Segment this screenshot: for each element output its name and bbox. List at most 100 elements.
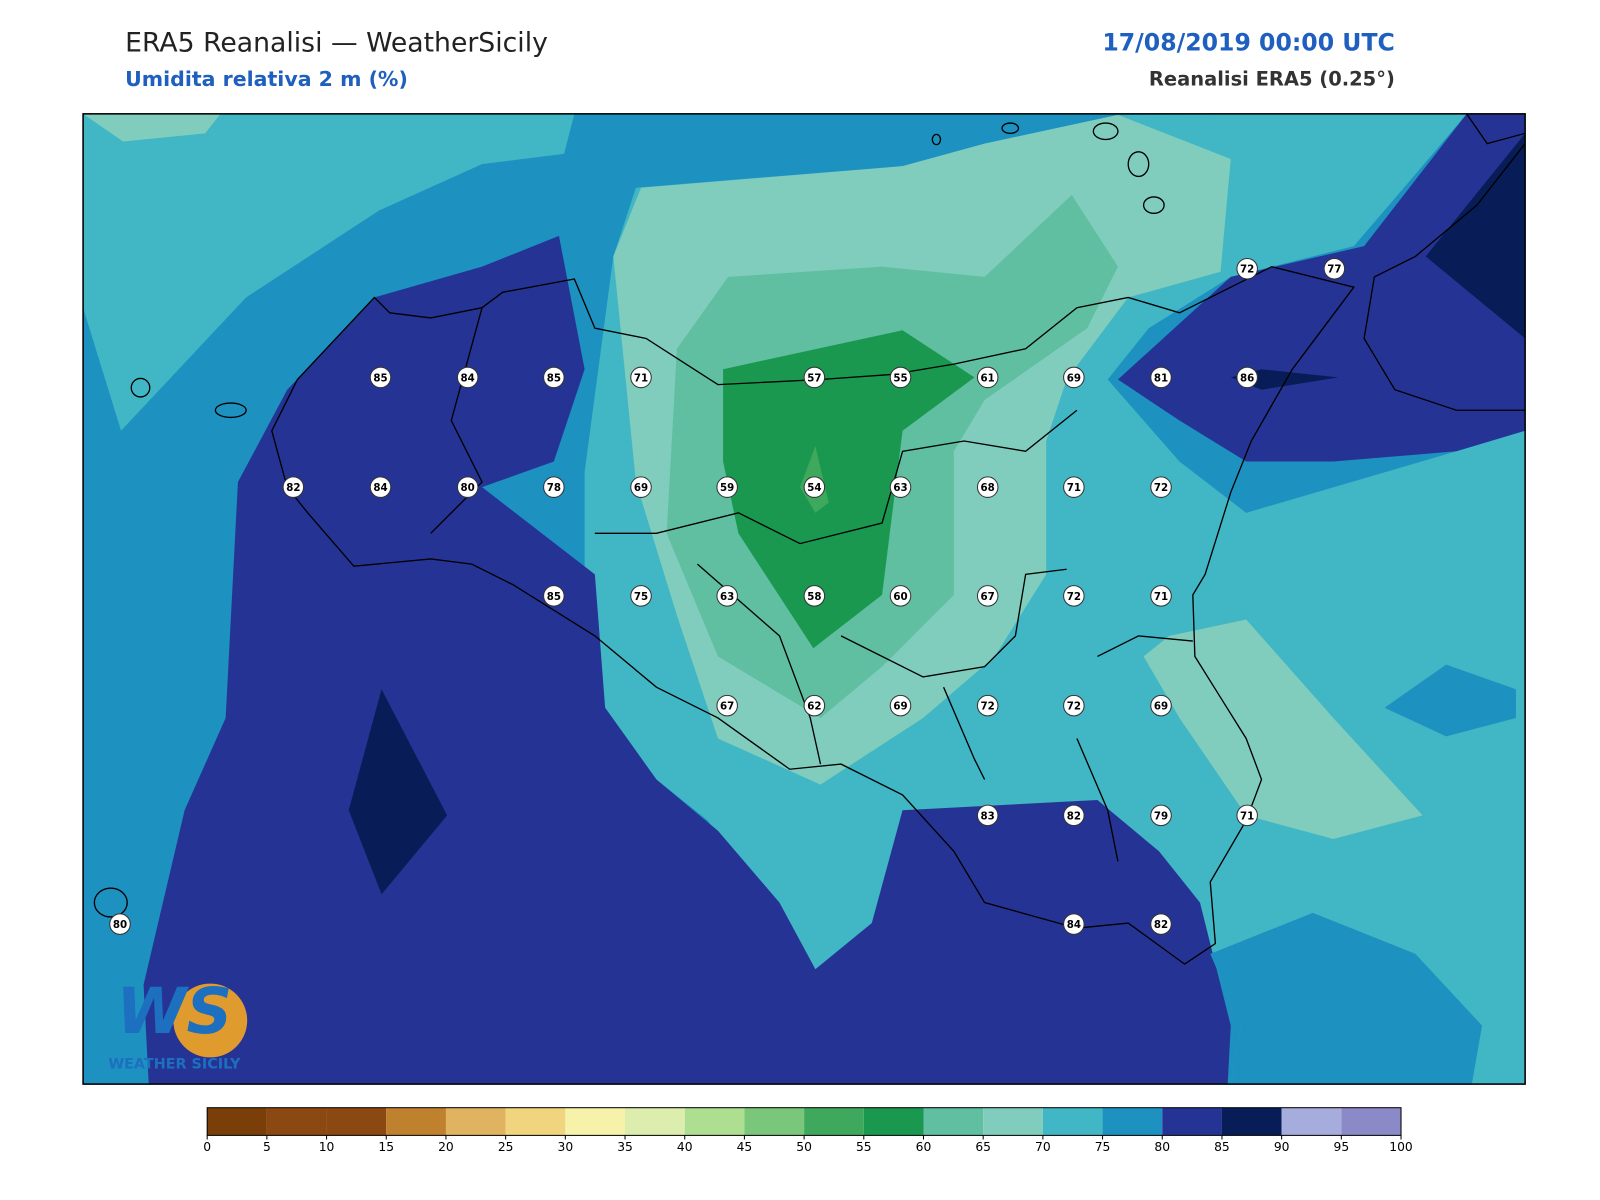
station: 72 xyxy=(1063,694,1085,717)
station-value: 80 xyxy=(461,482,475,494)
station: 71 xyxy=(1150,585,1172,607)
source: Reanalisi ERA5 (0.25°) xyxy=(1149,68,1395,91)
station-value: 67 xyxy=(981,591,995,603)
station: 84 xyxy=(456,366,479,389)
colorbar-swatch xyxy=(445,1107,506,1136)
station-marker xyxy=(543,366,565,389)
colorbar-swatch xyxy=(983,1107,1043,1136)
colorbar-swatch xyxy=(1281,1107,1342,1136)
station-marker xyxy=(109,913,131,935)
station-value: 63 xyxy=(720,591,734,603)
station: 71 xyxy=(1063,476,1085,498)
island xyxy=(130,377,151,398)
station-value: 72 xyxy=(1067,591,1081,603)
station-marker xyxy=(1150,804,1172,827)
colorbar-tick-label: 100 xyxy=(1389,1140,1412,1154)
station-value: 79 xyxy=(1154,810,1168,822)
colorbar-tick-label: 95 xyxy=(1334,1140,1350,1154)
station: 71 xyxy=(1236,804,1258,827)
logo-sun xyxy=(173,983,248,1058)
station-value: 82 xyxy=(286,482,300,494)
station: 60 xyxy=(889,585,912,607)
contour-fill xyxy=(83,113,221,142)
station-marker xyxy=(282,476,305,498)
colorbar-swatch xyxy=(923,1107,984,1136)
station: 59 xyxy=(716,476,738,498)
station: 71 xyxy=(630,366,652,389)
colorbar-tick-label: 45 xyxy=(737,1140,753,1154)
station-marker xyxy=(803,366,826,389)
colorbar-tick-label: 25 xyxy=(498,1140,514,1154)
colorbar-tick-label: 20 xyxy=(438,1140,454,1154)
station-marker xyxy=(1236,257,1258,280)
station-marker xyxy=(1150,476,1172,498)
station-value: 82 xyxy=(1067,810,1081,822)
contour-fill xyxy=(143,235,1231,1085)
station: 69 xyxy=(630,476,652,498)
station-marker xyxy=(1236,804,1258,827)
station-marker xyxy=(630,476,652,498)
contour-fill xyxy=(1425,133,1526,339)
station-value: 85 xyxy=(547,372,561,384)
colorbar-swatch xyxy=(1162,1107,1222,1136)
contour-fill xyxy=(348,689,448,895)
island xyxy=(1092,122,1119,141)
station-value: 71 xyxy=(1240,810,1254,822)
station: 58 xyxy=(803,585,826,607)
station-value: 62 xyxy=(807,701,821,713)
subtitle: Umidita relativa 2 m (%) xyxy=(125,67,408,91)
station: 77 xyxy=(1323,257,1346,280)
station: 83 xyxy=(976,804,999,827)
station-marker xyxy=(976,366,999,389)
station: 84 xyxy=(369,476,392,498)
station-value: 72 xyxy=(1154,482,1168,494)
station-value: 86 xyxy=(1240,372,1254,384)
station-marker xyxy=(369,366,392,389)
contour-fill xyxy=(1143,619,1423,839)
station: 85 xyxy=(543,366,565,389)
station-marker xyxy=(976,804,999,827)
station-value: 72 xyxy=(981,701,995,713)
colorbar-swatch xyxy=(1102,1107,1163,1136)
station: 80 xyxy=(456,476,479,498)
station-marker xyxy=(1063,913,1085,935)
station-value: 59 xyxy=(720,482,734,494)
station-value: 69 xyxy=(634,482,648,494)
station: 69 xyxy=(889,694,912,717)
station-value: 69 xyxy=(1154,701,1168,713)
island xyxy=(1127,151,1150,178)
station-marker xyxy=(630,585,652,607)
station-value: 69 xyxy=(1067,372,1081,384)
map-frame xyxy=(82,113,1526,1085)
station: 61 xyxy=(976,366,999,389)
station: 54 xyxy=(803,476,826,498)
contour-fill xyxy=(723,330,975,649)
station-value: 72 xyxy=(1067,701,1081,713)
colorbar-tick-label: 70 xyxy=(1035,1140,1051,1154)
station-value: 57 xyxy=(807,372,821,384)
station: 81 xyxy=(1150,366,1172,389)
station-value: 61 xyxy=(981,372,995,384)
contours xyxy=(83,113,1526,1085)
station-marker xyxy=(1063,585,1085,607)
logo-text: WEATHER SICILY xyxy=(108,1057,241,1073)
station-marker xyxy=(803,585,826,607)
station-marker xyxy=(803,476,826,498)
island xyxy=(931,133,942,146)
province-border xyxy=(430,307,1193,862)
station: 82 xyxy=(1063,804,1085,827)
station: 69 xyxy=(1063,366,1085,389)
colorbar-swatch xyxy=(625,1107,685,1136)
station: 72 xyxy=(1063,585,1085,607)
station-marker xyxy=(716,476,738,498)
date: 17/08/2019 00:00 UTC xyxy=(1102,29,1394,57)
station-value: 78 xyxy=(547,482,561,494)
island xyxy=(93,887,128,918)
station-value: 68 xyxy=(981,482,995,494)
station-value: 71 xyxy=(1154,591,1168,603)
station: 69 xyxy=(1150,694,1172,717)
station-marker xyxy=(1150,913,1172,935)
colorbar-tick-label: 65 xyxy=(975,1140,991,1154)
island xyxy=(1001,122,1020,134)
